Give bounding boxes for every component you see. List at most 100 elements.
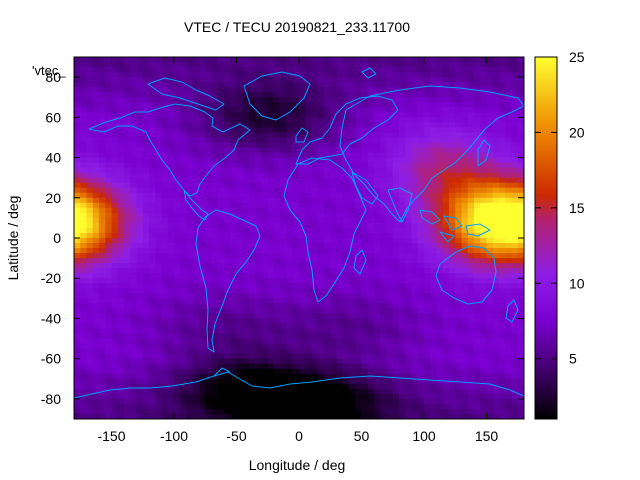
heatmap-cell: [492, 217, 500, 224]
heatmap-cell: [299, 313, 306, 320]
heatmap-cell: [92, 92, 100, 98]
heatmap-cell: [267, 318, 275, 325]
heatmap-cell: [161, 293, 169, 299]
heatmap-cell: [449, 398, 456, 405]
heatmap-cell: [486, 368, 494, 375]
heatmap-cell: [74, 283, 81, 289]
heatmap-cell: [517, 112, 524, 118]
heatmap-cell: [149, 207, 156, 214]
heatmap-cell: [117, 72, 125, 78]
heatmap-cell: [274, 318, 281, 325]
heatmap-cell: [467, 202, 475, 209]
heatmap-cell: [205, 293, 213, 299]
heatmap-cell: [424, 152, 431, 159]
heatmap-cell: [92, 273, 100, 279]
heatmap-cell: [424, 232, 431, 239]
heatmap-cell: [336, 273, 344, 279]
heatmap-cell: [386, 293, 394, 299]
heatmap-cell: [117, 248, 125, 254]
heatmap-cell: [317, 227, 325, 234]
heatmap-cell: [249, 197, 256, 204]
heatmap-cell: [242, 212, 250, 219]
heatmap-cell: [486, 268, 494, 274]
heatmap-cell: [224, 172, 231, 179]
heatmap-cell: [149, 313, 156, 320]
heatmap-cell: [124, 338, 131, 345]
heatmap-cell: [511, 273, 519, 279]
heatmap-cell: [211, 132, 219, 139]
heatmap-cell: [136, 122, 144, 128]
heatmap-cell: [374, 283, 381, 289]
heatmap-cell: [261, 348, 269, 355]
heatmap-cell: [124, 217, 131, 224]
heatmap-cell: [99, 192, 106, 199]
heatmap-cell: [380, 177, 388, 184]
heatmap-cell: [361, 122, 369, 128]
heatmap-cell: [511, 67, 519, 73]
heatmap-cell: [499, 82, 506, 88]
heatmap-cell: [330, 157, 338, 164]
heatmap-cell: [417, 77, 425, 83]
heatmap-cell: [367, 353, 375, 360]
heatmap-cell: [411, 328, 419, 335]
heatmap-cell: [474, 112, 481, 118]
heatmap-cell: [461, 293, 469, 299]
heatmap-cell: [217, 248, 225, 254]
heatmap-cell: [249, 353, 256, 360]
heatmap-cell: [111, 232, 119, 239]
heatmap-cell: [461, 298, 469, 304]
heatmap-cell: [286, 388, 294, 395]
heatmap-cell: [317, 212, 325, 219]
heatmap-cell: [442, 182, 450, 189]
heatmap-cell: [274, 328, 281, 335]
heatmap-cell: [436, 363, 444, 370]
heatmap-cell: [261, 353, 269, 360]
heatmap-cell: [149, 363, 156, 370]
heatmap-cell: [217, 383, 225, 390]
heatmap-cell: [436, 167, 444, 174]
heatmap-cell: [105, 328, 113, 335]
heatmap-cell: [424, 238, 431, 244]
heatmap-cell: [99, 238, 106, 244]
heatmap-cell: [405, 273, 413, 279]
heatmap-cell: [461, 142, 469, 149]
heatmap-cell: [474, 338, 481, 345]
heatmap-cell: [105, 177, 113, 184]
heatmap-cell: [511, 182, 519, 189]
heatmap-cell: [324, 132, 331, 139]
heatmap-cell: [499, 207, 506, 214]
heatmap-cell: [342, 62, 350, 68]
heatmap-cell: [86, 187, 94, 194]
heatmap-cell: [361, 162, 369, 169]
heatmap-cell: [99, 197, 106, 204]
heatmap-cell: [449, 162, 456, 169]
heatmap-cell: [374, 57, 381, 63]
heatmap-cell: [117, 162, 125, 169]
heatmap-cell: [242, 328, 250, 335]
heatmap-cell: [392, 343, 400, 350]
heatmap-cell: [442, 97, 450, 103]
heatmap-cell: [399, 162, 406, 169]
heatmap-cell: [230, 298, 238, 304]
heatmap-cell: [499, 57, 506, 63]
heatmap-cell: [224, 202, 231, 209]
heatmap-cell: [405, 258, 413, 264]
heatmap-cell: [86, 177, 94, 184]
heatmap-cell: [186, 57, 194, 63]
heatmap-cell: [386, 318, 394, 325]
heatmap-cell: [224, 227, 231, 234]
heatmap-cell: [299, 107, 306, 113]
heatmap-cell: [336, 182, 344, 189]
heatmap-cell: [242, 87, 250, 93]
heatmap-cell: [274, 258, 281, 264]
heatmap-cell: [342, 117, 350, 123]
heatmap-cell: [161, 343, 169, 350]
heatmap-cell: [461, 177, 469, 184]
heatmap-cell: [511, 122, 519, 128]
heatmap-cell: [449, 207, 456, 214]
heatmap-cell: [455, 197, 463, 204]
heatmap-cell: [336, 243, 344, 249]
heatmap-cell: [142, 328, 150, 335]
heatmap-cell: [86, 298, 94, 304]
heatmap-cell: [399, 273, 406, 279]
